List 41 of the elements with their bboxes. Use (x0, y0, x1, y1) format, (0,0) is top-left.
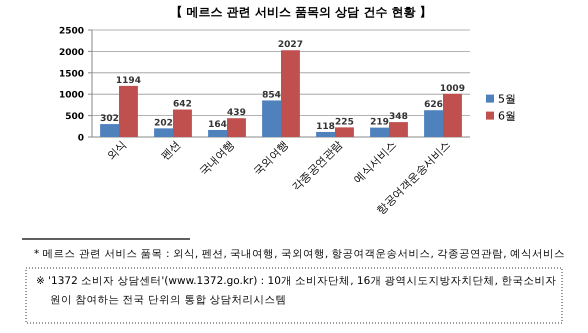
data-label: 302 (100, 114, 119, 124)
bar (100, 124, 119, 137)
y-tick-label: 2500 (58, 26, 84, 36)
data-label: 439 (227, 108, 246, 118)
data-label: 1009 (440, 84, 465, 94)
data-label: 219 (370, 118, 389, 128)
data-label: 225 (335, 117, 354, 128)
bar (262, 100, 281, 137)
bar (389, 122, 408, 137)
bar (208, 130, 227, 137)
x-tick-label: 펜션 (158, 138, 184, 163)
legend-label: 6월 (498, 110, 516, 123)
bar (119, 86, 138, 137)
data-label: 626 (424, 100, 443, 110)
data-label: 854 (262, 90, 281, 100)
bar (370, 128, 389, 137)
text: * 메르스 관련 서비스 품목 : 외식, 펜션, 국내여행, 국외여행, 항공여객운송서비스, 각종공연관람, 예식서비스 (34, 248, 565, 260)
bar (154, 128, 173, 137)
bar (173, 110, 192, 137)
bar (335, 127, 354, 137)
data-label: 118 (316, 122, 335, 132)
text: ※ '1372 소비자 상담센터'(www.1372.go.kr) : 10개 소비자단체, 16개 광역시도지방자치단체, 한국소비자원이 참여하는 전국 단위의 통합 상담처리시스템 (35, 274, 558, 308)
data-label: 164 (208, 120, 227, 130)
x-tick-label: 외식 (104, 138, 130, 163)
y-tick-label: 1000 (58, 90, 84, 101)
data-label: 348 (389, 112, 408, 122)
y-tick-label: 2000 (58, 48, 84, 58)
legend-label: 5월 (498, 92, 516, 106)
y-tick-label: 0 (78, 134, 84, 144)
chart-title: 【 메르스 관련 서비스 품목의 상담 건수 현황 】 (170, 5, 432, 19)
bar (424, 110, 443, 137)
bar (281, 50, 300, 137)
data-label: 202 (154, 118, 173, 128)
data-label: 1194 (116, 76, 141, 86)
bar (443, 94, 462, 137)
y-tick-label: 500 (65, 112, 84, 122)
data-label: 642 (173, 100, 192, 110)
bar (316, 132, 335, 137)
bar (227, 118, 246, 137)
data-label: 2027 (278, 40, 303, 50)
y-tick-label: 1500 (58, 69, 84, 80)
